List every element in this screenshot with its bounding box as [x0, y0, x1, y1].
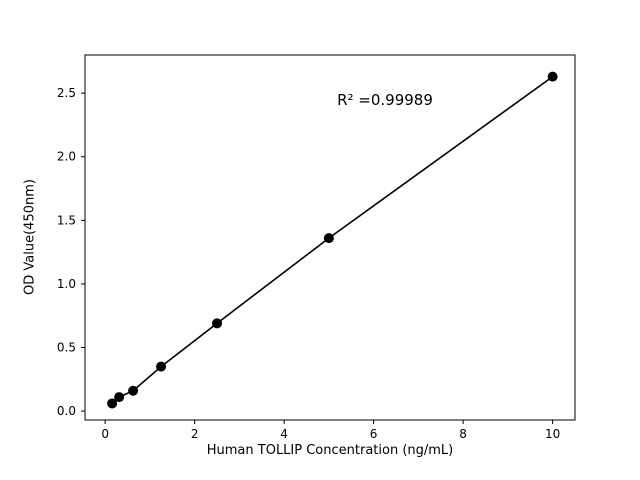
y-tick-label: 0.0 [57, 404, 76, 418]
x-tick-label: 6 [370, 427, 378, 441]
x-axis-label: Human TOLLIP Concentration (ng/mL) [206, 443, 454, 458]
data-point [156, 361, 167, 372]
data-point [107, 398, 118, 409]
y-tick-label: 0.5 [57, 341, 76, 355]
y-tick-label: 2.5 [57, 86, 76, 100]
axes-box [84, 54, 576, 421]
x-tick-label: 0 [101, 427, 109, 441]
x-tick-label: 10 [545, 427, 560, 441]
y-tick-label: 2.0 [57, 150, 76, 164]
data-point [323, 233, 334, 244]
x-tick-label: 4 [280, 427, 288, 441]
x-tick-label: 2 [191, 427, 199, 441]
data-point [212, 318, 223, 329]
data-point [547, 71, 558, 82]
x-tick-label: 8 [459, 427, 467, 441]
y-tick-label: 1.0 [57, 277, 76, 291]
y-tick-label: 1.5 [57, 213, 76, 227]
data-point [114, 392, 125, 403]
r-squared-annotation: R² =0.99989 [337, 91, 433, 109]
data-point [128, 385, 139, 396]
y-axis-label: OD Value(450nm) [22, 179, 38, 295]
